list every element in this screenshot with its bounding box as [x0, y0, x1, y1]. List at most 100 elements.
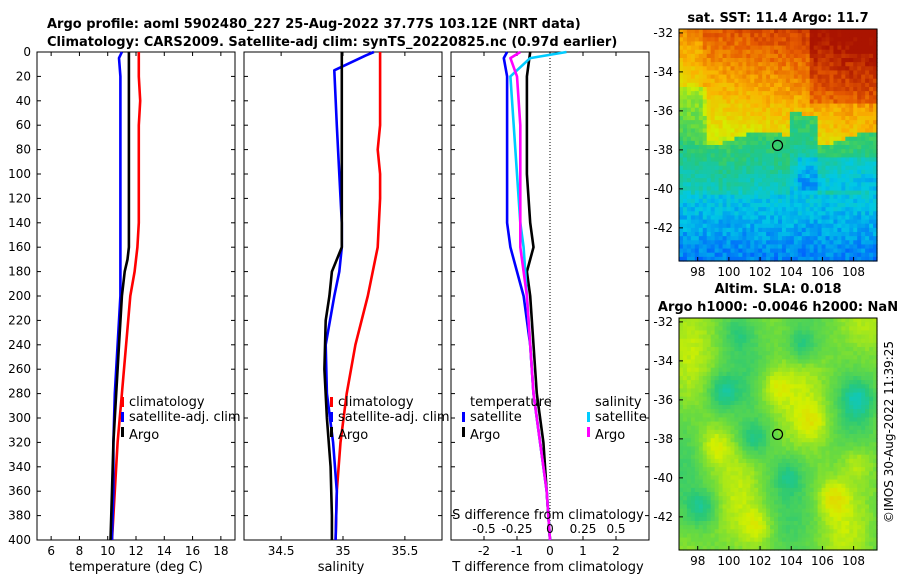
heatmap-cell: [813, 334, 819, 340]
heatmap-cell: [841, 232, 846, 237]
heatmap-cell: [785, 232, 791, 237]
heatmap-cell: [853, 165, 858, 171]
heatmap-cell: [857, 454, 862, 460]
heatmap-cell: [789, 417, 795, 423]
heatmap-cell: [813, 405, 819, 410]
heatmap-cell: [833, 417, 838, 423]
heatmap-cell: [837, 74, 842, 80]
heatmap-cell: [821, 318, 827, 323]
x-tick-label: -1: [511, 544, 523, 558]
heatmap-cell: [865, 442, 870, 448]
heatmap-cell: [679, 165, 684, 171]
heatmap-cell: [730, 236, 736, 241]
heatmap-cell: [734, 66, 739, 72]
heatmap-cell: [837, 396, 842, 402]
heatmap-cell: [801, 207, 807, 212]
heatmap-cell: [873, 371, 878, 377]
heatmap-cell: [865, 388, 870, 394]
heatmap-cell: [686, 145, 692, 150]
heatmap-cell: [718, 384, 724, 390]
heatmap-cell: [821, 37, 827, 43]
heatmap-cell: [841, 338, 846, 344]
heatmap-cell: [861, 198, 866, 204]
heatmap-cell: [679, 111, 684, 117]
heatmap-cell: [829, 140, 835, 146]
heatmap-cell: [746, 318, 751, 323]
heatmap-cell: [679, 169, 684, 175]
heatmap-cell: [849, 334, 854, 340]
heatmap-cell: [746, 400, 751, 406]
heatmap-cell: [861, 33, 866, 38]
heatmap-cell: [774, 215, 779, 221]
heatmap-cell: [797, 140, 803, 146]
heatmap-cell: [698, 194, 704, 200]
heatmap-cell: [849, 157, 854, 163]
heatmap-cell: [734, 99, 739, 105]
heatmap-cell: [702, 363, 708, 369]
heatmap-cell: [734, 376, 739, 381]
heatmap-cell: [781, 438, 787, 443]
heatmap-cell: [825, 434, 831, 439]
heatmap-cell: [690, 87, 696, 92]
heatmap-cell: [825, 186, 831, 192]
heatmap-cell: [797, 446, 803, 452]
heatmap-cell: [679, 409, 684, 414]
heatmap-cell: [722, 169, 728, 175]
heatmap-cell: [865, 318, 870, 323]
heatmap-cell: [869, 215, 874, 221]
heatmap-cell: [785, 471, 791, 477]
heatmap-cell: [690, 194, 696, 200]
heatmap-cell: [750, 256, 755, 262]
heatmap-cell: [742, 475, 747, 481]
heatmap-cell: [833, 128, 838, 134]
heatmap-cell: [805, 376, 811, 381]
heatmap-cell: [793, 62, 799, 67]
heatmap-cell: [869, 338, 874, 344]
heatmap-cell: [825, 392, 831, 398]
heatmap-cell: [809, 153, 815, 159]
heatmap-cell: [805, 236, 811, 241]
heatmap-cell: [849, 367, 854, 373]
heatmap-cell: [718, 475, 724, 481]
heatmap-cell: [813, 471, 819, 477]
heatmap-cell: [766, 124, 771, 130]
heatmap-cell: [714, 174, 720, 179]
heatmap-cell: [789, 467, 795, 472]
heatmap-cell: [686, 342, 692, 348]
heatmap-cell: [845, 405, 850, 410]
heatmap-cell: [801, 120, 807, 125]
heatmap-cell: [686, 417, 692, 423]
heatmap-cell: [805, 153, 811, 159]
heatmap-cell: [861, 74, 866, 80]
heatmap-cell: [726, 207, 732, 212]
heatmap-cell: [690, 318, 696, 323]
heatmap-cell: [706, 338, 712, 344]
heatmap-cell: [722, 78, 728, 84]
heatmap-cell: [829, 99, 835, 105]
heatmap-cell: [714, 153, 720, 159]
heatmap-cell: [801, 136, 807, 142]
heatmap-cell: [679, 463, 684, 468]
heatmap-cell: [702, 211, 708, 217]
heatmap-cell: [825, 107, 831, 113]
heatmap-cell: [857, 99, 862, 105]
heatmap-cell: [762, 347, 767, 352]
heatmap-cell: [738, 128, 743, 134]
heatmap-cell: [789, 223, 795, 229]
heatmap-cell: [698, 326, 704, 332]
heatmap-cell: [762, 103, 767, 109]
heatmap-cell: [833, 359, 838, 365]
heatmap-cell: [714, 87, 720, 92]
heatmap-cell: [837, 207, 842, 212]
heatmap-cell: [726, 342, 732, 348]
heatmap-cell: [690, 116, 696, 121]
heatmap-cell: [770, 37, 775, 43]
heatmap-cell: [873, 128, 878, 134]
heatmap-cell: [682, 446, 688, 452]
heatmap-cell: [869, 53, 874, 59]
heatmap-cell: [726, 157, 732, 163]
heatmap-cell: [778, 367, 783, 373]
heatmap-cell: [789, 124, 795, 130]
heatmap-cell: [861, 174, 866, 179]
heatmap-cell: [730, 252, 736, 258]
